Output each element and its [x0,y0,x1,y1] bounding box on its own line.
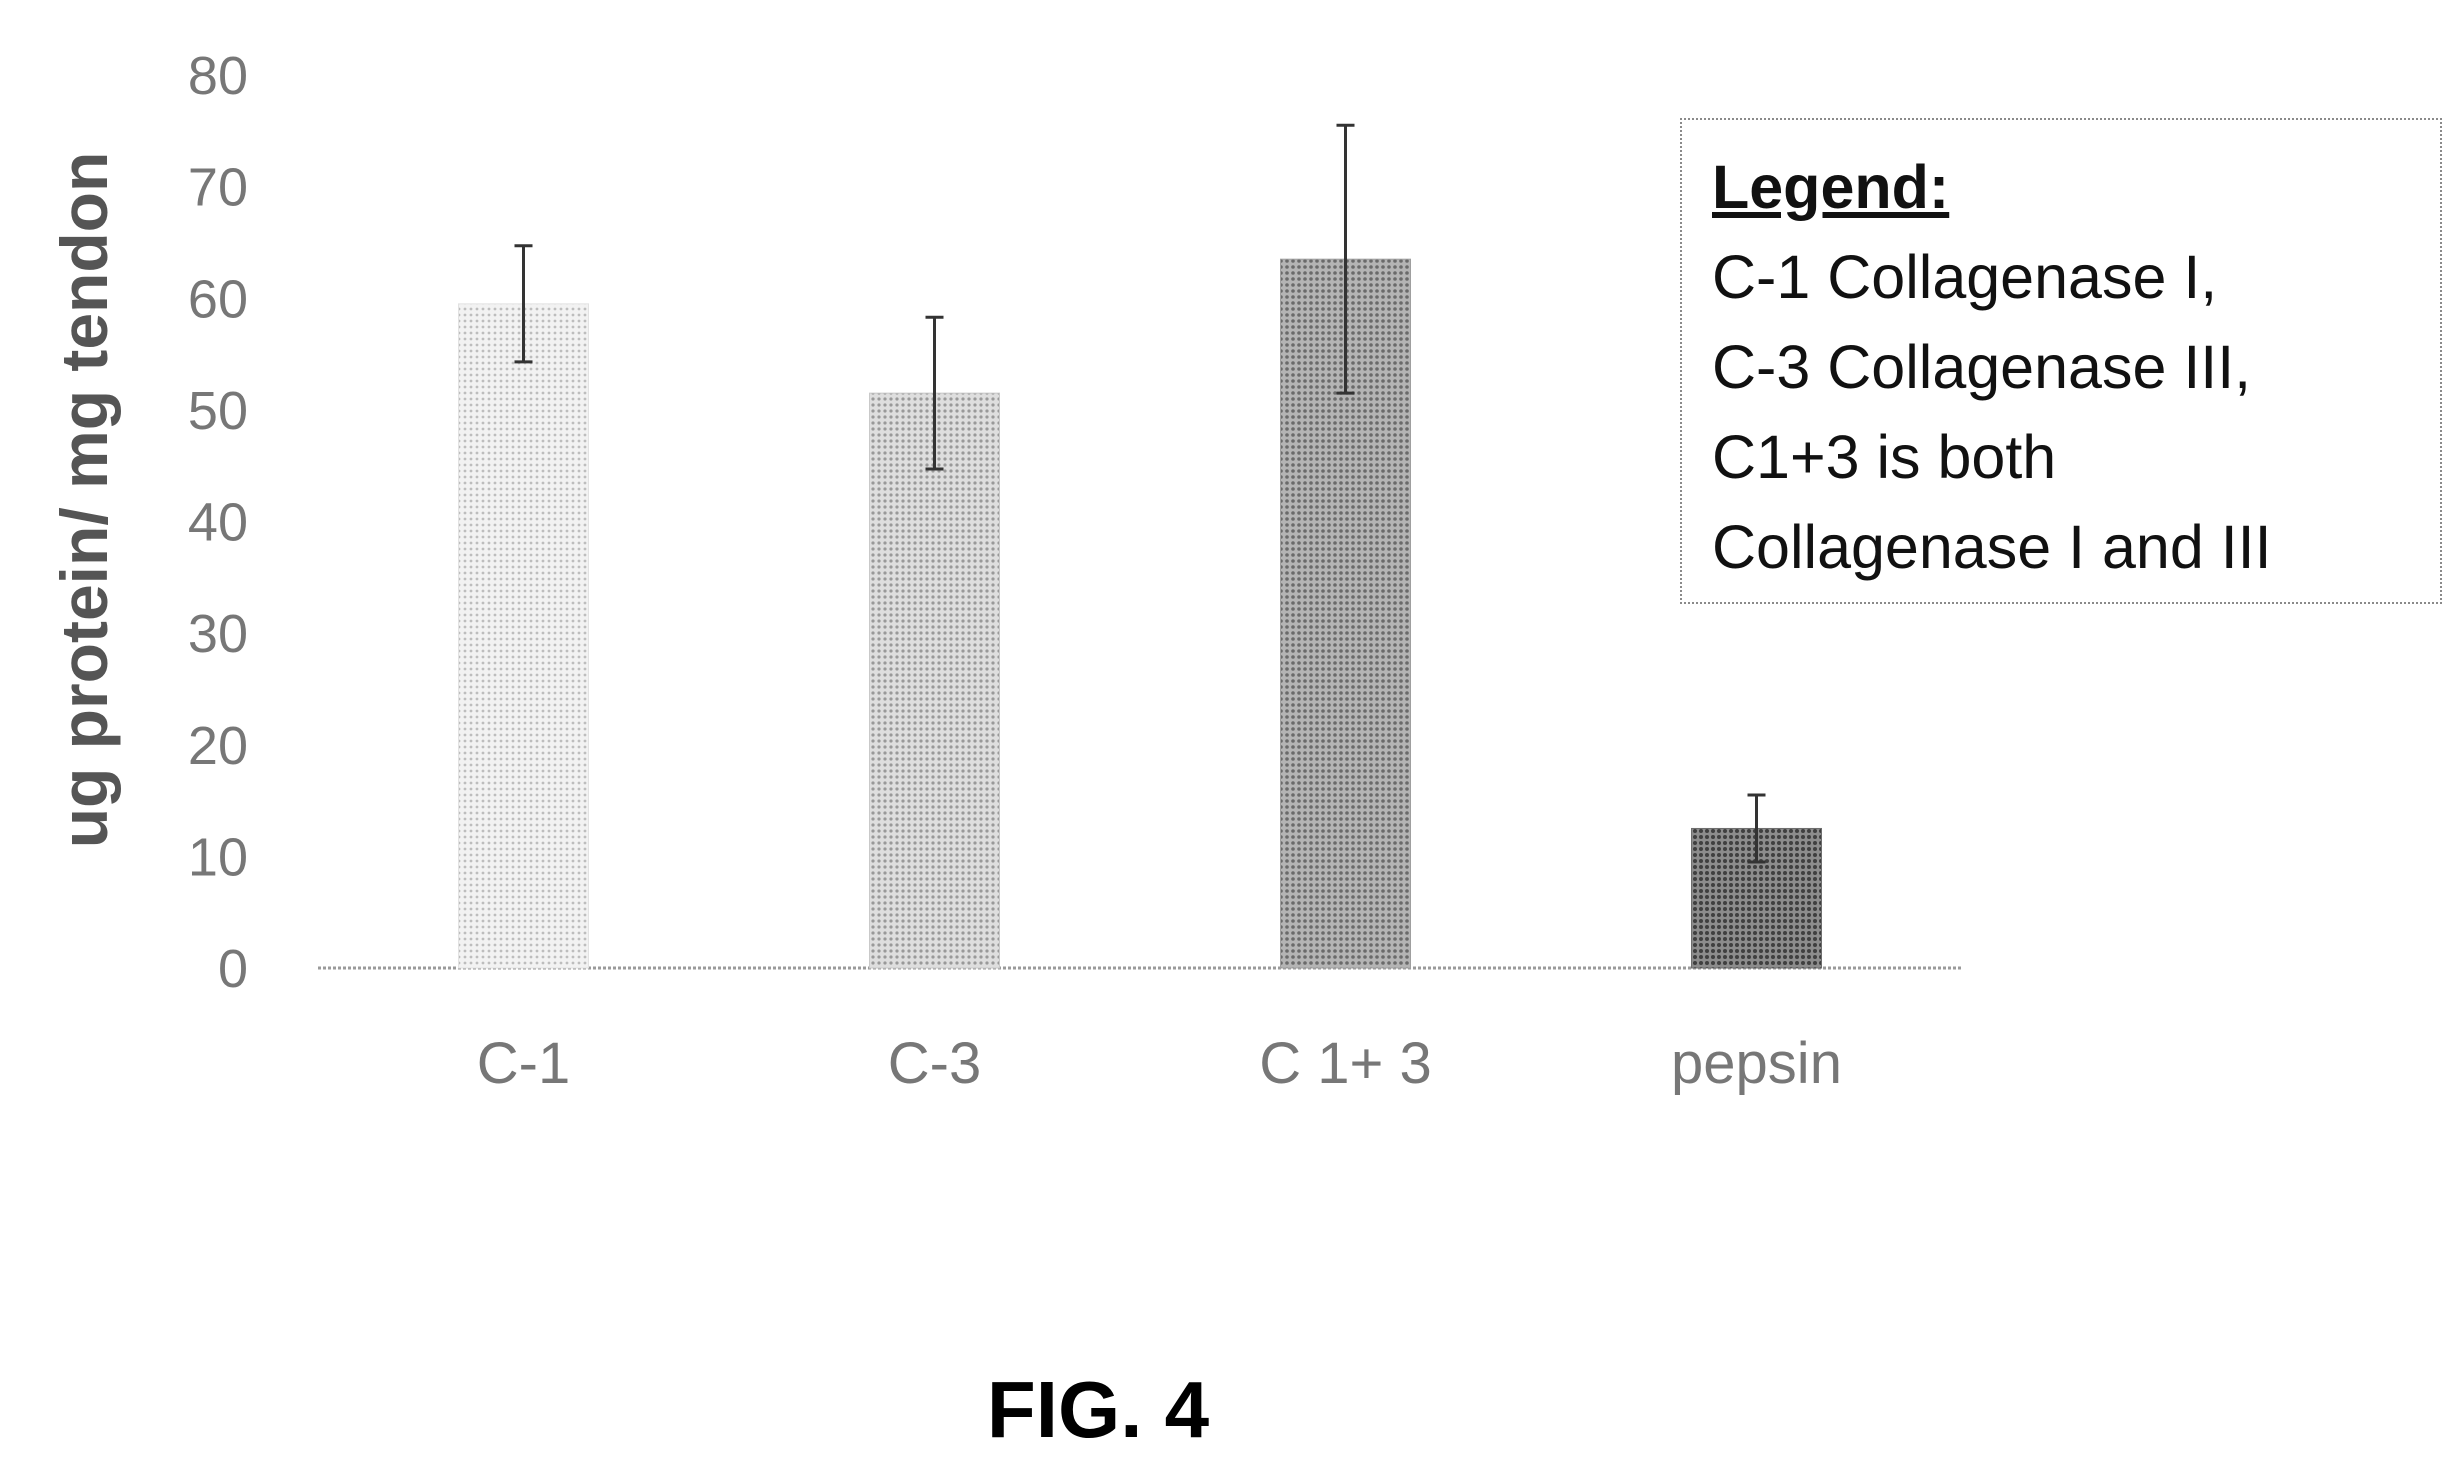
error-bar [925,315,944,471]
y-tick-label: 80 [188,46,248,106]
figure-label: FIG. 4 [986,1365,1210,1454]
x-axis-categories: C-1 C-3 C 1+ 3 pepsin [477,1031,1842,1096]
y-tick-label: 40 [188,493,248,553]
legend-box: Legend: C-1 Collagenase I, C-3 Collagena… [1680,118,2442,604]
error-bars [514,123,1766,864]
legend-line: C-3 Collagenase III, [1712,333,2252,401]
legend-line: C-1 Collagenase I, [1712,243,2218,311]
legend-heading: Legend: [1712,153,1950,221]
y-axis-title: ug protein/ mg tendon [47,151,121,849]
bar [869,392,1000,969]
bar [458,303,589,969]
legend-line: Collagenase I and III [1712,513,2272,581]
y-tick-label: 50 [188,381,248,441]
y-tick-label: 60 [188,269,248,329]
y-tick-label: 30 [188,604,248,664]
error-bar [514,244,533,364]
error-bar [1336,123,1355,395]
y-tick-label: 10 [188,827,248,887]
x-category-label: C-3 [888,1031,981,1096]
y-axis-ticks: 0 10 20 30 40 50 60 70 80 [188,46,248,999]
y-tick-label: 70 [188,158,248,218]
x-category-label: C-1 [477,1031,570,1096]
x-category-label: C 1+ 3 [1259,1031,1432,1096]
y-tick-label: 0 [218,939,248,999]
legend-line: C1+3 is both [1712,423,2057,491]
x-category-label: pepsin [1671,1031,1842,1096]
y-tick-label: 20 [188,716,248,776]
bars [458,258,1822,969]
error-bar [1747,793,1766,864]
